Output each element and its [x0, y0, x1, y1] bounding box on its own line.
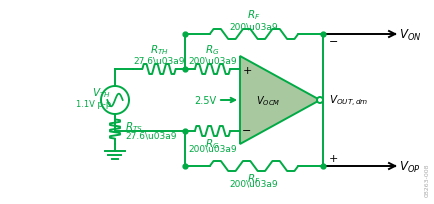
Text: +: +: [328, 153, 338, 163]
Text: $V_{TH}$: $V_{TH}$: [92, 86, 111, 99]
Text: $R_{TS}$: $R_{TS}$: [125, 120, 143, 133]
Text: −: −: [242, 125, 251, 135]
Text: 1.1V p-p: 1.1V p-p: [76, 100, 111, 109]
Text: +: +: [242, 66, 251, 76]
Text: $R_G$: $R_G$: [205, 136, 219, 150]
Text: 27.6\u03a9: 27.6\u03a9: [125, 131, 176, 140]
Text: 08263-008: 08263-008: [424, 163, 429, 196]
Text: 27.6\u03a9: 27.6\u03a9: [133, 57, 184, 66]
Text: 200\u03a9: 200\u03a9: [188, 144, 236, 153]
Text: $V_{OP}$: $V_{OP}$: [398, 159, 420, 174]
Text: 200\u03a9: 200\u03a9: [229, 179, 278, 188]
Text: −: −: [328, 37, 338, 47]
Text: 200\u03a9: 200\u03a9: [229, 22, 278, 31]
Text: $V_{OUT, dm}$: $V_{OUT, dm}$: [328, 93, 368, 108]
Text: $R_F$: $R_F$: [247, 8, 260, 22]
Text: $R_F$: $R_F$: [247, 171, 260, 185]
Text: $R_{TH}$: $R_{TH}$: [149, 43, 168, 57]
Text: 2.5V: 2.5V: [194, 95, 216, 105]
Text: $R_G$: $R_G$: [205, 43, 219, 57]
Text: 200\u03a9: 200\u03a9: [188, 57, 236, 66]
Text: $V_{OCM}$: $V_{OCM}$: [255, 94, 279, 107]
Circle shape: [316, 98, 322, 103]
Text: $V_{ON}$: $V_{ON}$: [398, 27, 421, 42]
Polygon shape: [240, 57, 319, 144]
